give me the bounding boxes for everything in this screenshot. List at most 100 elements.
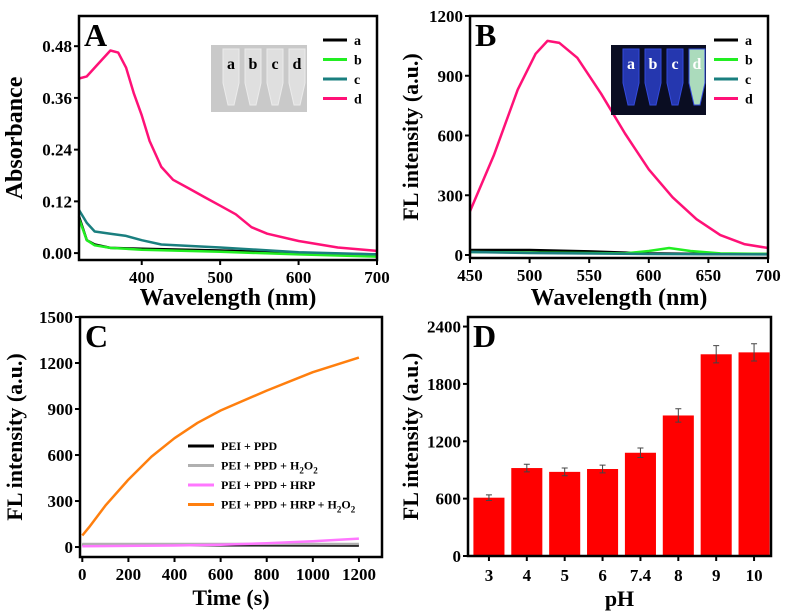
legend-label: a [745, 34, 752, 49]
legend-label: b [745, 54, 753, 69]
x-tick-label: 550 [576, 266, 602, 285]
y-tick-label: 600 [436, 490, 462, 509]
bar-pH-10 [738, 352, 770, 556]
y-tick-label: 1200 [427, 432, 461, 451]
y-tick-label: 0.48 [42, 37, 72, 56]
x-tick-label: 1200 [342, 565, 376, 584]
tube-label: d [693, 56, 702, 73]
x-tick-label: 5 [560, 566, 569, 585]
y-tick-label: 0 [455, 246, 464, 265]
y-tick-label: 300 [48, 492, 74, 511]
x-tick-label: 650 [696, 266, 722, 285]
legend-label: c [745, 73, 751, 88]
x-axis-label: Wavelength (nm) [140, 285, 317, 311]
tube-c [666, 48, 684, 106]
tube-a [622, 48, 640, 106]
x-tick-label: 200 [116, 565, 142, 584]
series-line-d [468, 39, 769, 250]
x-tick-label: 450 [457, 266, 483, 285]
tube-label: c [271, 56, 278, 73]
plot-frame [78, 315, 384, 559]
x-tick-label: 600 [286, 268, 312, 287]
x-tick-label: 700 [364, 268, 390, 287]
legend-label: PEI + PPD + HRP + H2O2 [221, 498, 356, 515]
y-tick-label: 2400 [427, 318, 461, 337]
error-bar [637, 447, 644, 459]
y-tick-label: 1800 [427, 375, 461, 394]
panel-label: B [475, 17, 496, 53]
x-axis-label: Time (s) [192, 585, 269, 610]
y-axis-label: FL intensity (a.u.) [398, 353, 423, 520]
x-tick-label: 500 [517, 266, 543, 285]
legend-label: a [354, 34, 361, 49]
y-tick-label: 0.36 [42, 89, 72, 108]
tube-b [644, 48, 662, 106]
tube-label: d [293, 56, 302, 73]
error-bar [561, 467, 568, 477]
y-tick-label: 0 [453, 547, 462, 566]
x-tick-label: 7.4 [630, 566, 652, 585]
bar-pH-4 [511, 468, 543, 556]
panel-B: 0 300 600 900 1200 450 500 550 600 650 700 B Wavelen… [398, 7, 781, 311]
error-bar [675, 408, 682, 423]
y-tick-label: 900 [438, 67, 464, 86]
plot-frame [77, 14, 379, 262]
y-tick-label: 900 [48, 400, 74, 419]
bar-pH-6 [587, 469, 619, 556]
bar-pH-8 [662, 415, 694, 556]
x-tick-label: 10 [746, 566, 763, 585]
x-tick-label: 600 [636, 266, 662, 285]
tube-c [266, 48, 284, 106]
x-axis-label: Wavelength (nm) [531, 285, 708, 311]
legend-label: PEI + PPD + HRP [221, 478, 315, 492]
error-bar [523, 463, 530, 473]
series-line-pei-ppd-hrp [82, 537, 359, 548]
series-line-d [78, 49, 378, 253]
y-tick-label: 0.12 [42, 192, 72, 211]
x-tick-label: 400 [129, 268, 155, 287]
y-tick-label: 600 [438, 127, 464, 146]
y-tick-label: 0 [65, 538, 74, 557]
x-tick-label: 800 [254, 565, 280, 584]
legend-label: PEI + PPD + H2O2 [221, 459, 318, 476]
x-tick-label: 4 [523, 566, 532, 585]
tube-d [288, 48, 306, 106]
tube-label: c [671, 56, 678, 73]
x-tick-label: 9 [712, 566, 721, 585]
x-tick-label: 700 [755, 266, 781, 285]
legend-label: c [354, 73, 360, 88]
panel-label: C [85, 318, 108, 354]
x-tick-label: 500 [207, 268, 233, 287]
legend-label: d [745, 93, 753, 108]
y-axis-label: FL intensity (a.u.) [2, 353, 27, 520]
legend-label: PEI + PPD [221, 439, 278, 453]
error-bar [485, 494, 492, 502]
y-tick-label: 1200 [429, 7, 463, 26]
panel-D: 0 600 1200 1800 2400 3 4 5 6 7.4 8 9 10 DpH FL intensi… [398, 315, 773, 611]
bar-pH-9 [700, 354, 732, 556]
error-bar [751, 343, 758, 362]
series-line-pei-ppd-hrp-h [81, 356, 360, 537]
y-axis-label: FL intensity (a.u.) [398, 53, 423, 220]
y-tick-label: 1200 [39, 354, 73, 373]
legend-label: b [354, 54, 362, 69]
panel-A: 0.00 0.12 0.24 0.36 0.48 400 500 600 700 A Wavelen… [2, 14, 390, 311]
plot-frame [466, 315, 773, 558]
tube-b [244, 48, 262, 106]
y-tick-label: 1500 [39, 308, 73, 327]
x-tick-label: 3 [485, 566, 494, 585]
x-axis-label: pH [605, 586, 634, 611]
legend-label: d [354, 93, 362, 108]
tube-d [688, 48, 706, 106]
x-tick-label: 1000 [296, 565, 330, 584]
x-tick-label: 8 [674, 566, 683, 585]
x-tick-label: 0 [78, 565, 87, 584]
tube-label: b [249, 56, 258, 73]
tube-a [222, 48, 240, 106]
y-tick-label: 0.24 [42, 141, 72, 160]
panel-label: D [473, 318, 496, 354]
tube-label: a [627, 56, 635, 73]
